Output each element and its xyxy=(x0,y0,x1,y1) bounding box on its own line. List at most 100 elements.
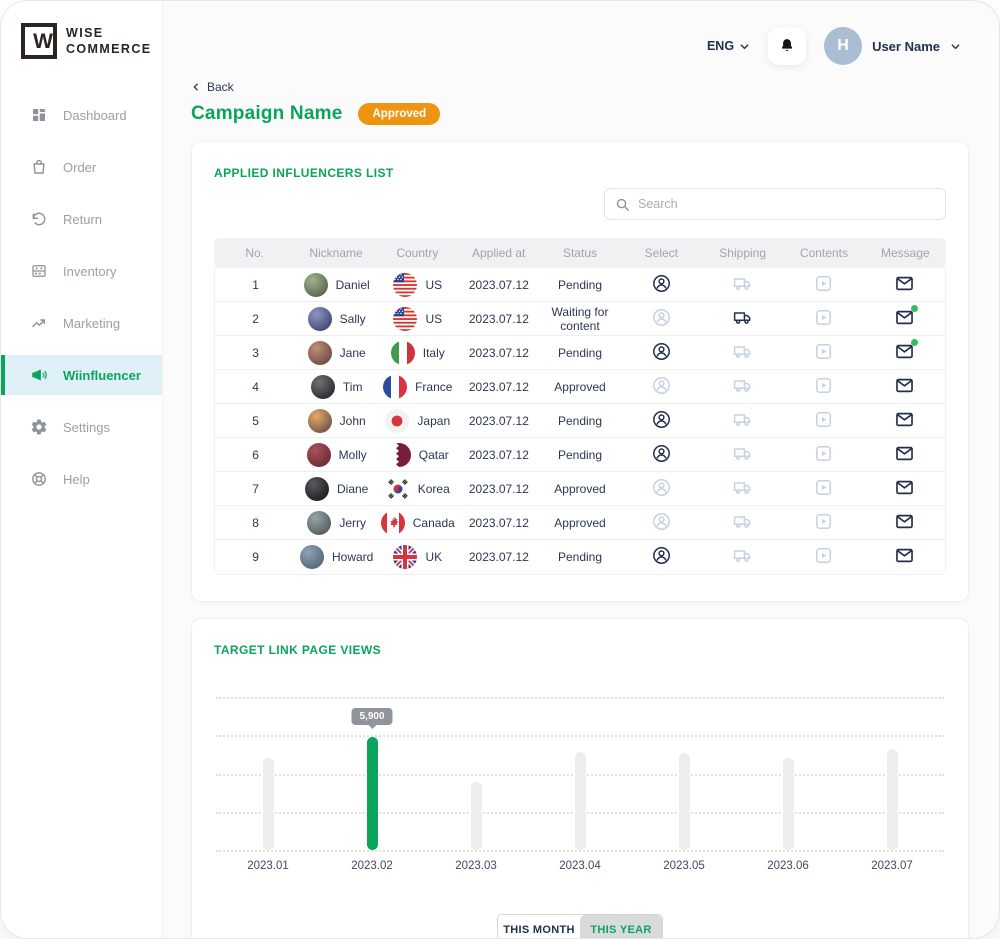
select-influencer-button[interactable] xyxy=(651,511,672,532)
brand-logo[interactable]: W WISE COMMERCE xyxy=(1,19,162,69)
bar-2023.03[interactable] xyxy=(470,782,482,850)
contents-button[interactable] xyxy=(813,409,834,430)
user-menu[interactable]: H User Name xyxy=(824,27,961,65)
sidebar-item-label: Marketing xyxy=(63,315,121,331)
truck-icon xyxy=(732,477,753,498)
message-button[interactable] xyxy=(894,304,918,328)
contents-button[interactable] xyxy=(813,511,834,532)
message-button[interactable] xyxy=(894,545,915,566)
sidebar-item-order[interactable]: Order xyxy=(1,147,162,187)
select-influencer-button[interactable] xyxy=(651,375,672,396)
search-input[interactable] xyxy=(638,197,935,211)
select-influencer-button[interactable] xyxy=(651,273,672,294)
applied-date: 2023.07.12 xyxy=(468,345,529,360)
shipping-button[interactable] xyxy=(732,273,753,294)
sidebar-item-settings[interactable]: Settings xyxy=(1,407,162,447)
message-button[interactable] xyxy=(894,273,915,294)
select-influencer-button[interactable] xyxy=(651,477,672,498)
contents-button[interactable] xyxy=(813,545,834,566)
bar-column: 5,900 xyxy=(320,697,424,850)
sidebar-item-marketing[interactable]: Marketing xyxy=(1,303,162,343)
country-name: US xyxy=(425,277,443,292)
message-button[interactable] xyxy=(894,409,915,430)
shipping-button[interactable] xyxy=(732,545,753,566)
this-month-button[interactable]: THIS MONTH xyxy=(498,915,580,938)
brand-name: WISE COMMERCE xyxy=(66,25,152,58)
bar-2023.01[interactable] xyxy=(262,758,274,850)
message-button[interactable] xyxy=(894,511,915,532)
contents-button[interactable] xyxy=(813,307,834,328)
column-header-applied-at: Applied at xyxy=(471,246,526,260)
influencer-row: 1 Daniel US 2023.07.12 Pending xyxy=(215,268,945,302)
play-video-icon xyxy=(813,511,834,532)
row-number: 5 xyxy=(252,413,259,428)
shipping-button[interactable] xyxy=(732,443,753,464)
shipping-button[interactable] xyxy=(732,307,753,328)
sidebar-item-inventory[interactable]: Inventory xyxy=(1,251,162,291)
bar-2023.02[interactable] xyxy=(366,737,378,850)
bar-column xyxy=(736,697,840,850)
shipping-button[interactable] xyxy=(732,477,753,498)
period-toggle: THIS MONTH THIS YEAR xyxy=(497,914,663,938)
envelope-icon xyxy=(894,545,915,566)
envelope-icon xyxy=(894,341,915,362)
select-influencer-button[interactable] xyxy=(651,409,672,430)
bar-2023.06[interactable] xyxy=(782,758,794,850)
gridline xyxy=(216,850,944,852)
sidebar-item-label: Wiinfluencer xyxy=(63,367,141,383)
sidebar-item-return[interactable]: Return xyxy=(1,199,162,239)
notifications-button[interactable] xyxy=(768,27,807,65)
message-button[interactable] xyxy=(894,375,915,396)
message-button[interactable] xyxy=(894,338,918,362)
shipping-button[interactable] xyxy=(732,409,753,430)
status-text: Approved xyxy=(554,515,606,530)
status-text: Pending xyxy=(557,550,603,564)
influencer-nickname: Howard xyxy=(331,550,374,564)
bar-column xyxy=(528,697,632,850)
person-circle-icon xyxy=(651,443,672,464)
sidebar-item-help[interactable]: Help xyxy=(1,459,162,499)
influencers-table: No. Nickname Country Applied at Status Select… xyxy=(214,238,946,575)
truck-icon xyxy=(732,409,753,430)
status-text: Approved xyxy=(554,379,606,394)
applied-date: 2023.07.12 xyxy=(468,311,529,326)
shipping-button[interactable] xyxy=(732,375,753,396)
contents-button[interactable] xyxy=(813,341,834,362)
select-influencer-button[interactable] xyxy=(651,341,672,362)
country-flag-icon xyxy=(393,545,418,569)
this-year-button[interactable]: THIS YEAR xyxy=(580,915,662,938)
select-influencer-button[interactable] xyxy=(651,443,672,464)
shipping-button[interactable] xyxy=(732,341,753,362)
column-header-status: Status xyxy=(562,246,597,260)
select-influencer-button[interactable] xyxy=(651,545,672,566)
shipping-button[interactable] xyxy=(732,511,753,532)
sidebar-item-label: Settings xyxy=(63,419,110,435)
contents-button[interactable] xyxy=(813,375,834,396)
status-text: Waiting for content xyxy=(551,304,609,333)
truck-icon xyxy=(732,375,753,396)
back-link[interactable]: Back xyxy=(191,80,234,94)
sidebar-item-dashboard[interactable]: Dashboard xyxy=(1,95,162,135)
user-name: User Name xyxy=(872,38,940,54)
chevron-left-icon xyxy=(191,82,201,92)
chevron-down-icon xyxy=(739,41,750,52)
truck-icon xyxy=(732,341,753,362)
influencer-avatar xyxy=(307,510,332,535)
contents-button[interactable] xyxy=(813,273,834,294)
message-button[interactable] xyxy=(894,443,915,464)
bar-2023.04[interactable] xyxy=(574,752,586,850)
x-tick-label: 2023.04 xyxy=(559,860,601,872)
bar-2023.05[interactable] xyxy=(678,753,690,850)
brand-name-line1: WISE xyxy=(66,25,104,40)
message-button[interactable] xyxy=(894,477,915,498)
person-circle-icon xyxy=(651,545,672,566)
contents-button[interactable] xyxy=(813,477,834,498)
sidebar-item-wiinfluencer[interactable]: Wiinfluencer xyxy=(1,355,162,395)
bar-2023.07[interactable] xyxy=(886,749,898,850)
bar-column xyxy=(216,697,320,850)
contents-button[interactable] xyxy=(813,443,834,464)
bar-column xyxy=(840,697,944,850)
truck-icon xyxy=(732,545,753,566)
language-selector[interactable]: ENG xyxy=(707,39,750,53)
select-influencer-button[interactable] xyxy=(651,307,672,328)
